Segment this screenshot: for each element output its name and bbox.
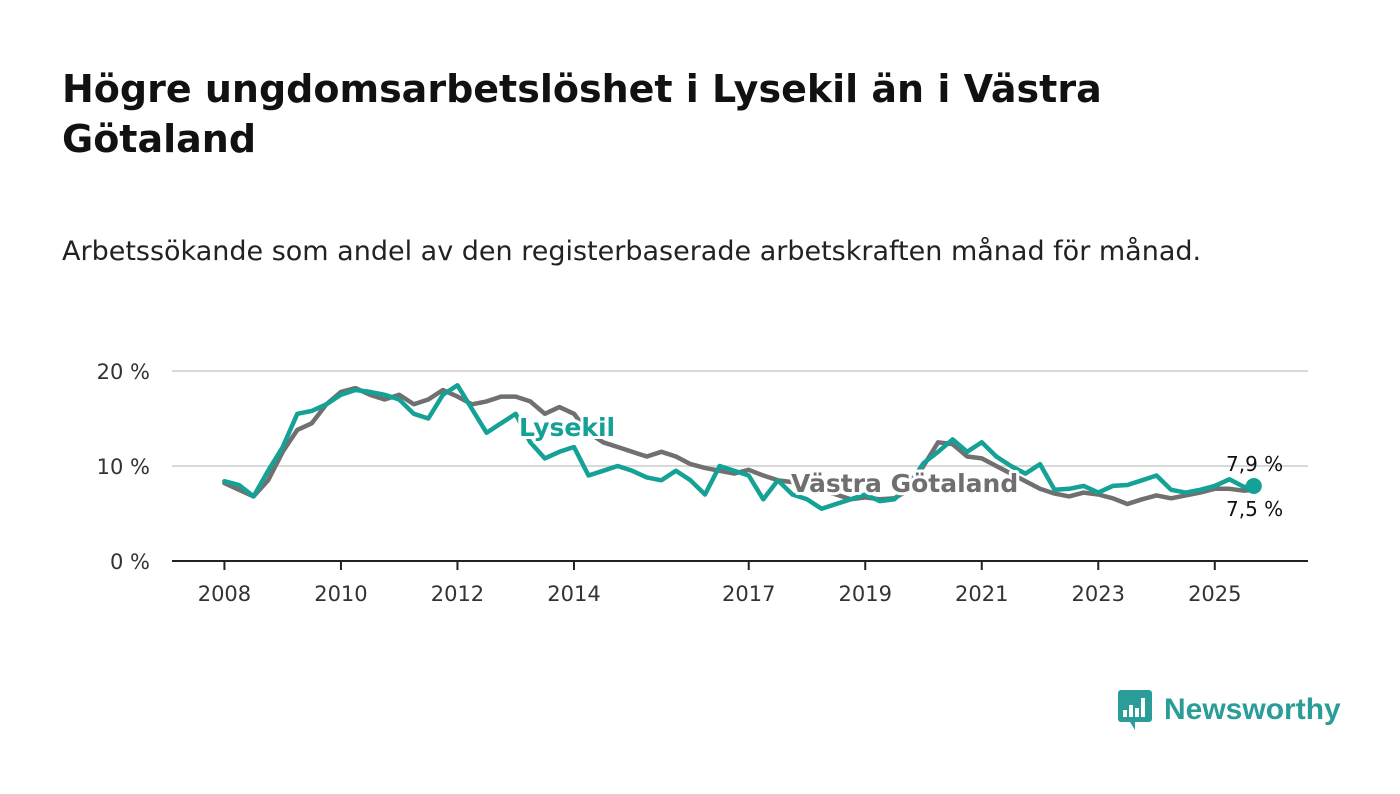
series-line-vastra-gotaland (222, 385, 1257, 507)
grid-lines (172, 370, 1308, 562)
series-line-lysekil (222, 383, 1257, 512)
y-tick-label: 0 % (110, 550, 150, 574)
series-labels: Lysekil Västra Götaland 7,9 % 7,5 % (516, 410, 1283, 521)
chart-subtitle: Arbetssökande som andel av den registerb… (62, 236, 1202, 267)
x-tick-label: 2010 (314, 582, 367, 606)
x-tick-label: 2021 (955, 582, 1008, 606)
series-label-lysekil: Lysekil (519, 413, 615, 442)
x-tick-label: 2019 (839, 582, 892, 606)
series-label-vastra-gotaland: Västra Götaland (791, 469, 1018, 498)
y-axis-labels: 0 % 10 % 20 % (97, 360, 150, 574)
end-value-label-vastra-gotaland: 7,5 % (1226, 497, 1283, 521)
series-lines (222, 383, 1262, 512)
end-value-label-lysekil: 7,9 % (1226, 452, 1283, 476)
x-axis-labels: 2008 2010 2012 2014 2017 2019 2021 2023 2025 (198, 561, 1242, 606)
end-point-lysekil (1245, 477, 1262, 494)
brand-logo: Newsworthy (1118, 688, 1341, 732)
x-tick-label: 2017 (722, 582, 775, 606)
newsworthy-logo-icon (1118, 690, 1152, 730)
brand-name: Newsworthy (1164, 693, 1341, 726)
x-tick-label: 2025 (1188, 582, 1241, 606)
chart-title: Högre ungdomsarbetslöshet i Lysekil än i… (62, 67, 1102, 161)
x-tick-label: 2023 (1072, 582, 1125, 606)
y-tick-label: 10 % (97, 455, 150, 479)
y-tick-label: 20 % (97, 360, 150, 384)
x-tick-label: 2012 (431, 582, 484, 606)
x-tick-label: 2008 (198, 582, 251, 606)
x-tick-label: 2014 (547, 582, 600, 606)
